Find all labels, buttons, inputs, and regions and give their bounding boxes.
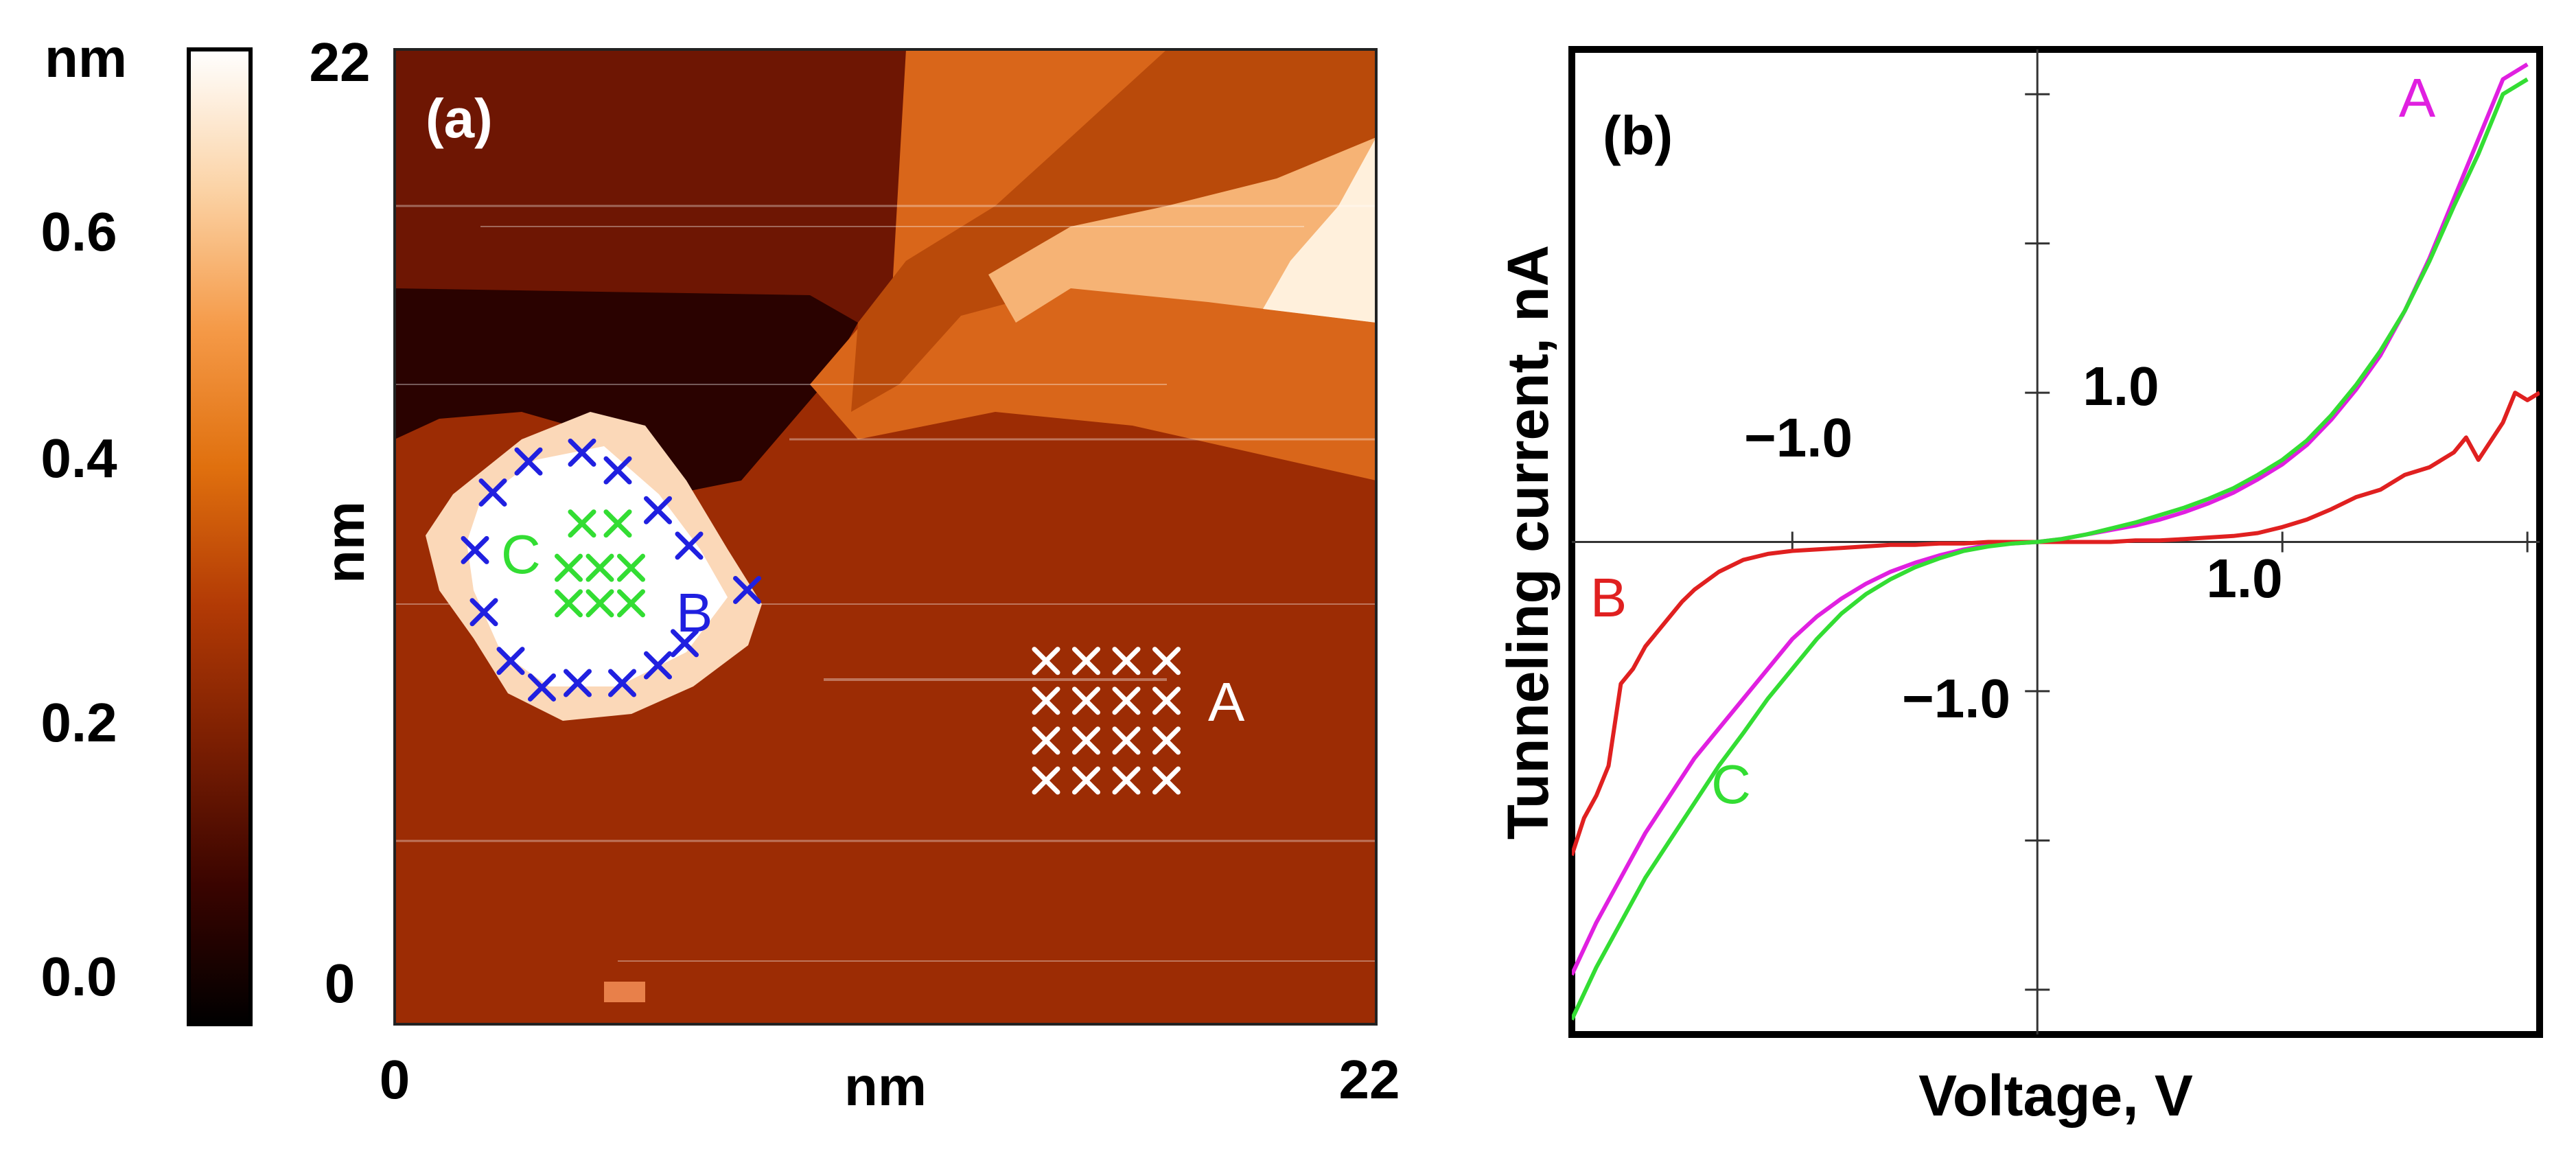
marker-a: [1072, 686, 1100, 715]
colorbar-tick: 0.4: [40, 428, 117, 489]
x-axis-min: 0: [380, 1049, 410, 1110]
panel-a-frame: [393, 48, 1378, 1026]
marker-c: [617, 553, 645, 582]
island-edge: [604, 982, 645, 1002]
marker-b: [469, 598, 498, 627]
panel-a-label: (a): [426, 88, 493, 149]
marker-c: [603, 509, 632, 538]
panel-a: (a) 0 22 nm 22 0 nm A B C: [310, 32, 1400, 1117]
marker-a: [1152, 726, 1181, 755]
y-tick-label: 1.0: [2082, 356, 2159, 417]
marker-a: [1032, 647, 1060, 675]
marker-c: [555, 553, 583, 582]
marker-b: [644, 496, 672, 524]
marker-b: [496, 647, 525, 675]
marker-a: [1072, 766, 1100, 795]
y-axis-title: Tunneling current, nA: [1496, 245, 1560, 840]
marker-b: [514, 447, 543, 476]
highlight: [1263, 137, 1376, 323]
colorbar-tick: 0.0: [40, 946, 117, 1007]
stm-image: [395, 49, 1376, 1024]
marker-a: [1032, 726, 1060, 755]
y-axis-unit: nm: [314, 501, 375, 583]
marker-a: [1152, 647, 1181, 675]
series-label-a: A: [2399, 67, 2436, 128]
series-label-b: B: [1590, 567, 1627, 628]
series-label-c: C: [1711, 754, 1751, 815]
colorbar-tick: 0.6: [40, 201, 117, 262]
y-axis-max: 22: [310, 32, 371, 93]
marker-a: [1112, 686, 1141, 715]
colorbar-tick: 0.2: [40, 692, 117, 753]
marker-c: [617, 589, 645, 618]
marker-a: [1152, 766, 1181, 795]
marker-b: [478, 478, 507, 507]
panel-b: (b) 1.0 −1.0 1.0 −1.0 Voltage, V Tunneli…: [1496, 46, 2543, 1128]
marker-b: [564, 669, 592, 697]
dark-trench: [395, 288, 858, 494]
marker-a: [1112, 726, 1141, 755]
marker-c: [585, 553, 614, 582]
marker-b: [733, 575, 761, 604]
marker-a: [1032, 766, 1060, 795]
marker-c: [585, 589, 614, 618]
y-tick-label: −1.0: [1902, 668, 2010, 729]
x-axis-unit: nm: [844, 1056, 927, 1117]
x-axis-max: 22: [1339, 1049, 1400, 1110]
series-c-line: [1572, 77, 2529, 1021]
marker-b: [644, 651, 672, 680]
marker-b: [608, 669, 636, 697]
marker-b: [461, 535, 489, 564]
x-tick-label: 1.0: [2206, 548, 2282, 609]
colorbar-unit: nm: [45, 27, 127, 89]
colorbar-strip: [187, 47, 253, 1026]
marker-b: [675, 531, 704, 560]
marker-label-c: C: [501, 524, 541, 585]
marker-a: [1112, 766, 1141, 795]
top-plateau: [988, 137, 1376, 323]
y-axis-min: 0: [325, 953, 356, 1014]
marker-a: [1152, 686, 1181, 715]
marker-b: [568, 438, 596, 467]
marker-a: [1112, 647, 1141, 675]
x-tick-label: −1.0: [1744, 407, 1853, 468]
marker-b: [603, 456, 632, 485]
series-annotations: A B C: [1590, 67, 2436, 815]
marker-label-a: A: [1208, 671, 1245, 732]
panel-b-label: (b): [1603, 105, 1673, 166]
markers: [461, 438, 1181, 795]
colorbar: nm 0.6 0.4 0.2 0.0: [40, 27, 253, 1026]
plot-area: [1572, 49, 2540, 1034]
marker-b: [528, 673, 556, 702]
x-axis-title: Voltage, V: [1918, 1063, 2193, 1128]
marker-c: [568, 509, 596, 538]
marker-c: [555, 589, 583, 618]
marker-label-b: B: [676, 582, 712, 643]
marker-a: [1032, 686, 1060, 715]
marker-a: [1072, 726, 1100, 755]
marker-a: [1072, 647, 1100, 675]
marker-b: [671, 629, 699, 658]
